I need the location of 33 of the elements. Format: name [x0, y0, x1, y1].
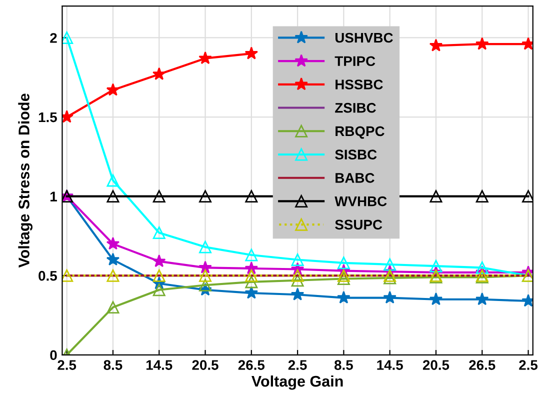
x-tick-label: 26.5	[238, 360, 265, 370]
point	[106, 174, 120, 187]
legend-label: ZSIBC	[335, 102, 376, 113]
legend-label: RBQPC	[336, 126, 384, 139]
x-axis-title: Voltage Gain	[252, 375, 343, 390]
legend-label: USHVBC	[335, 32, 393, 43]
point	[198, 51, 212, 64]
y-tick-label: 0.5	[38, 270, 57, 281]
x-tick-label: 2.5	[58, 360, 76, 370]
point	[152, 67, 166, 80]
y-axis-title: Voltage Stress on Diode	[18, 94, 32, 268]
y-tick-label: 0	[50, 350, 57, 360]
point	[62, 31, 74, 44]
point	[106, 83, 120, 96]
x-tick-label: 8.5	[104, 360, 122, 370]
legend-label: SISBC	[335, 150, 377, 160]
y-tick-label: 1.5	[38, 112, 57, 122]
y-tick-label: 1	[50, 192, 57, 202]
point	[244, 46, 258, 60]
legend-label: BABC	[336, 173, 374, 183]
x-tick-label: 2.5	[288, 360, 307, 370]
x-tick-label: 26.5	[469, 360, 496, 370]
x-tick-label: 14.5	[146, 360, 172, 370]
point	[429, 38, 443, 52]
y-tick-label: 2	[50, 33, 57, 43]
point	[475, 37, 489, 50]
x-tick-label: 14.5	[377, 360, 403, 370]
x-tick-label: 8.5	[334, 360, 353, 370]
x-tick-label: 20.5	[192, 360, 218, 370]
x-tick-label: 20.5	[422, 360, 450, 370]
legend-label: HSSBC	[336, 80, 383, 90]
x-tick-label: 2.5	[519, 360, 538, 370]
legend-label: TPIPC	[334, 56, 376, 66]
